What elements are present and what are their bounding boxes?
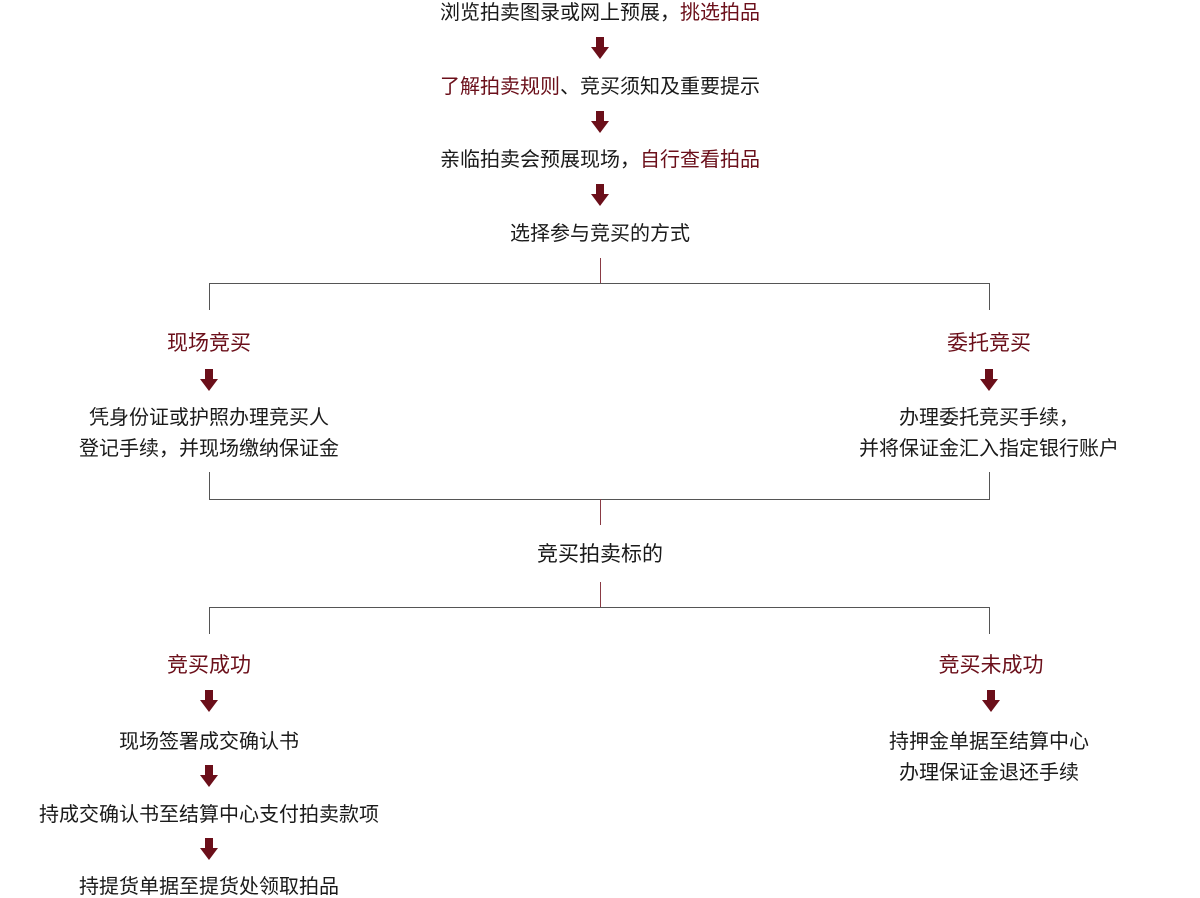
- failure-line2: 办理保证金退还手续: [899, 760, 1079, 784]
- down-arrow-icon: [591, 184, 609, 206]
- connector-line: [600, 499, 601, 525]
- failure-line1: 持押金单据至结算中心: [889, 729, 1089, 753]
- branch-proxy-line1: 办理委托竞买手续，: [899, 405, 1079, 429]
- connector-line: [600, 582, 601, 607]
- branch-onsite-line2: 登记手续，并现场缴纳保证金: [79, 436, 339, 460]
- down-arrow-icon: [200, 690, 218, 712]
- step-choose-method: 选择参与竞买的方式: [510, 221, 690, 245]
- step-browse-catalog: 浏览拍卖图录或网上预展，挑选拍品: [440, 0, 760, 27]
- step-highlight: 自行查看拍品: [640, 147, 760, 171]
- down-arrow-icon: [200, 369, 218, 391]
- connector-line: [989, 607, 990, 634]
- connector-line: [209, 283, 990, 284]
- step-highlight: 挑选拍品: [680, 0, 760, 24]
- success-step-3: 持提货单据至提货处领取拍品: [79, 874, 339, 898]
- down-arrow-icon: [591, 37, 609, 59]
- success-step-1: 现场签署成交确认书: [119, 729, 299, 753]
- connector-line: [209, 499, 990, 500]
- branch-proxy-line2: 并将保证金汇入指定银行账户: [859, 436, 1119, 460]
- connector-line: [209, 472, 210, 499]
- step-preview: 亲临拍卖会预展现场，自行查看拍品: [440, 144, 760, 174]
- step-highlight: 了解拍卖规则: [440, 74, 560, 98]
- branch-onsite-title: 现场竞买: [167, 331, 251, 355]
- success-step-2: 持成交确认书至结算中心支付拍卖款项: [39, 802, 379, 826]
- branch-proxy-title: 委托竞买: [947, 331, 1031, 355]
- step-bid: 竞买拍卖标的: [537, 542, 663, 566]
- step-read-rules: 了解拍卖规则、竞买须知及重要提示: [440, 71, 760, 101]
- connector-line: [989, 472, 990, 499]
- failure-title: 竞买未成功: [938, 653, 1044, 677]
- connector-line: [209, 283, 210, 310]
- connector-line: [209, 607, 990, 608]
- branch-onsite-line1: 凭身份证或护照办理竞买人: [89, 405, 329, 429]
- down-arrow-icon: [200, 765, 218, 787]
- down-arrow-icon: [200, 838, 218, 860]
- connector-line: [209, 607, 210, 634]
- connector-line: [989, 283, 990, 310]
- down-arrow-icon: [980, 369, 998, 391]
- connector-line: [600, 258, 601, 283]
- down-arrow-icon: [982, 690, 1000, 712]
- down-arrow-icon: [591, 111, 609, 133]
- success-title: 竞买成功: [167, 653, 251, 677]
- step-text: 、竞买须知及重要提示: [560, 74, 760, 98]
- step-text: 浏览拍卖图录或网上预展，: [440, 0, 680, 24]
- step-text: 亲临拍卖会预展现场，: [440, 147, 640, 171]
